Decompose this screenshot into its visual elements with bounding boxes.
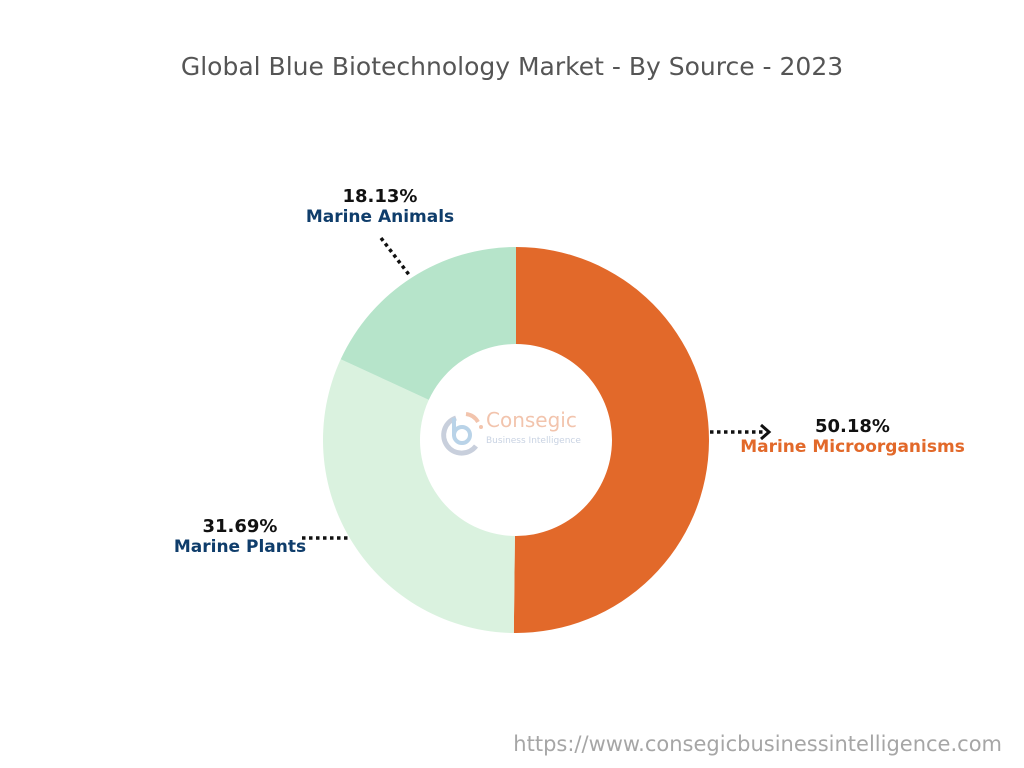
value-marine-microorganisms: 50.18%	[815, 416, 890, 437]
slice-marine-plants	[323, 359, 515, 633]
watermark-logo: Consegic Business Intelligence	[440, 406, 600, 456]
slice-marine-animals	[340, 247, 516, 400]
label-marine-microorganisms: 50.18% Marine Microorganisms	[735, 416, 970, 457]
label-marine-plants: 31.69% Marine Plants	[160, 516, 320, 557]
slice-marine-microorganisms	[513, 247, 709, 633]
value-marine-animals: 18.13%	[342, 186, 418, 207]
category-marine-animals: Marine Animals	[305, 207, 455, 227]
donut-slices	[323, 247, 709, 633]
category-marine-plants: Marine Plants	[173, 537, 307, 557]
logo-icon	[441, 412, 483, 456]
leader-line-animals	[379, 236, 412, 278]
arrowhead-icon	[760, 423, 772, 441]
source-url: https://www.consegicbusinessintelligence…	[513, 732, 1002, 756]
logo-tagline: Business Intelligence	[486, 436, 581, 446]
label-marine-animals: 18.13% Marine Animals	[290, 186, 470, 227]
category-marine-microorganisms: Marine Microorganisms	[740, 437, 965, 457]
chart-title: Global Blue Biotechnology Market - By So…	[180, 52, 844, 81]
value-marine-plants: 31.69%	[202, 516, 278, 537]
logo-name: Consegic	[486, 408, 577, 432]
